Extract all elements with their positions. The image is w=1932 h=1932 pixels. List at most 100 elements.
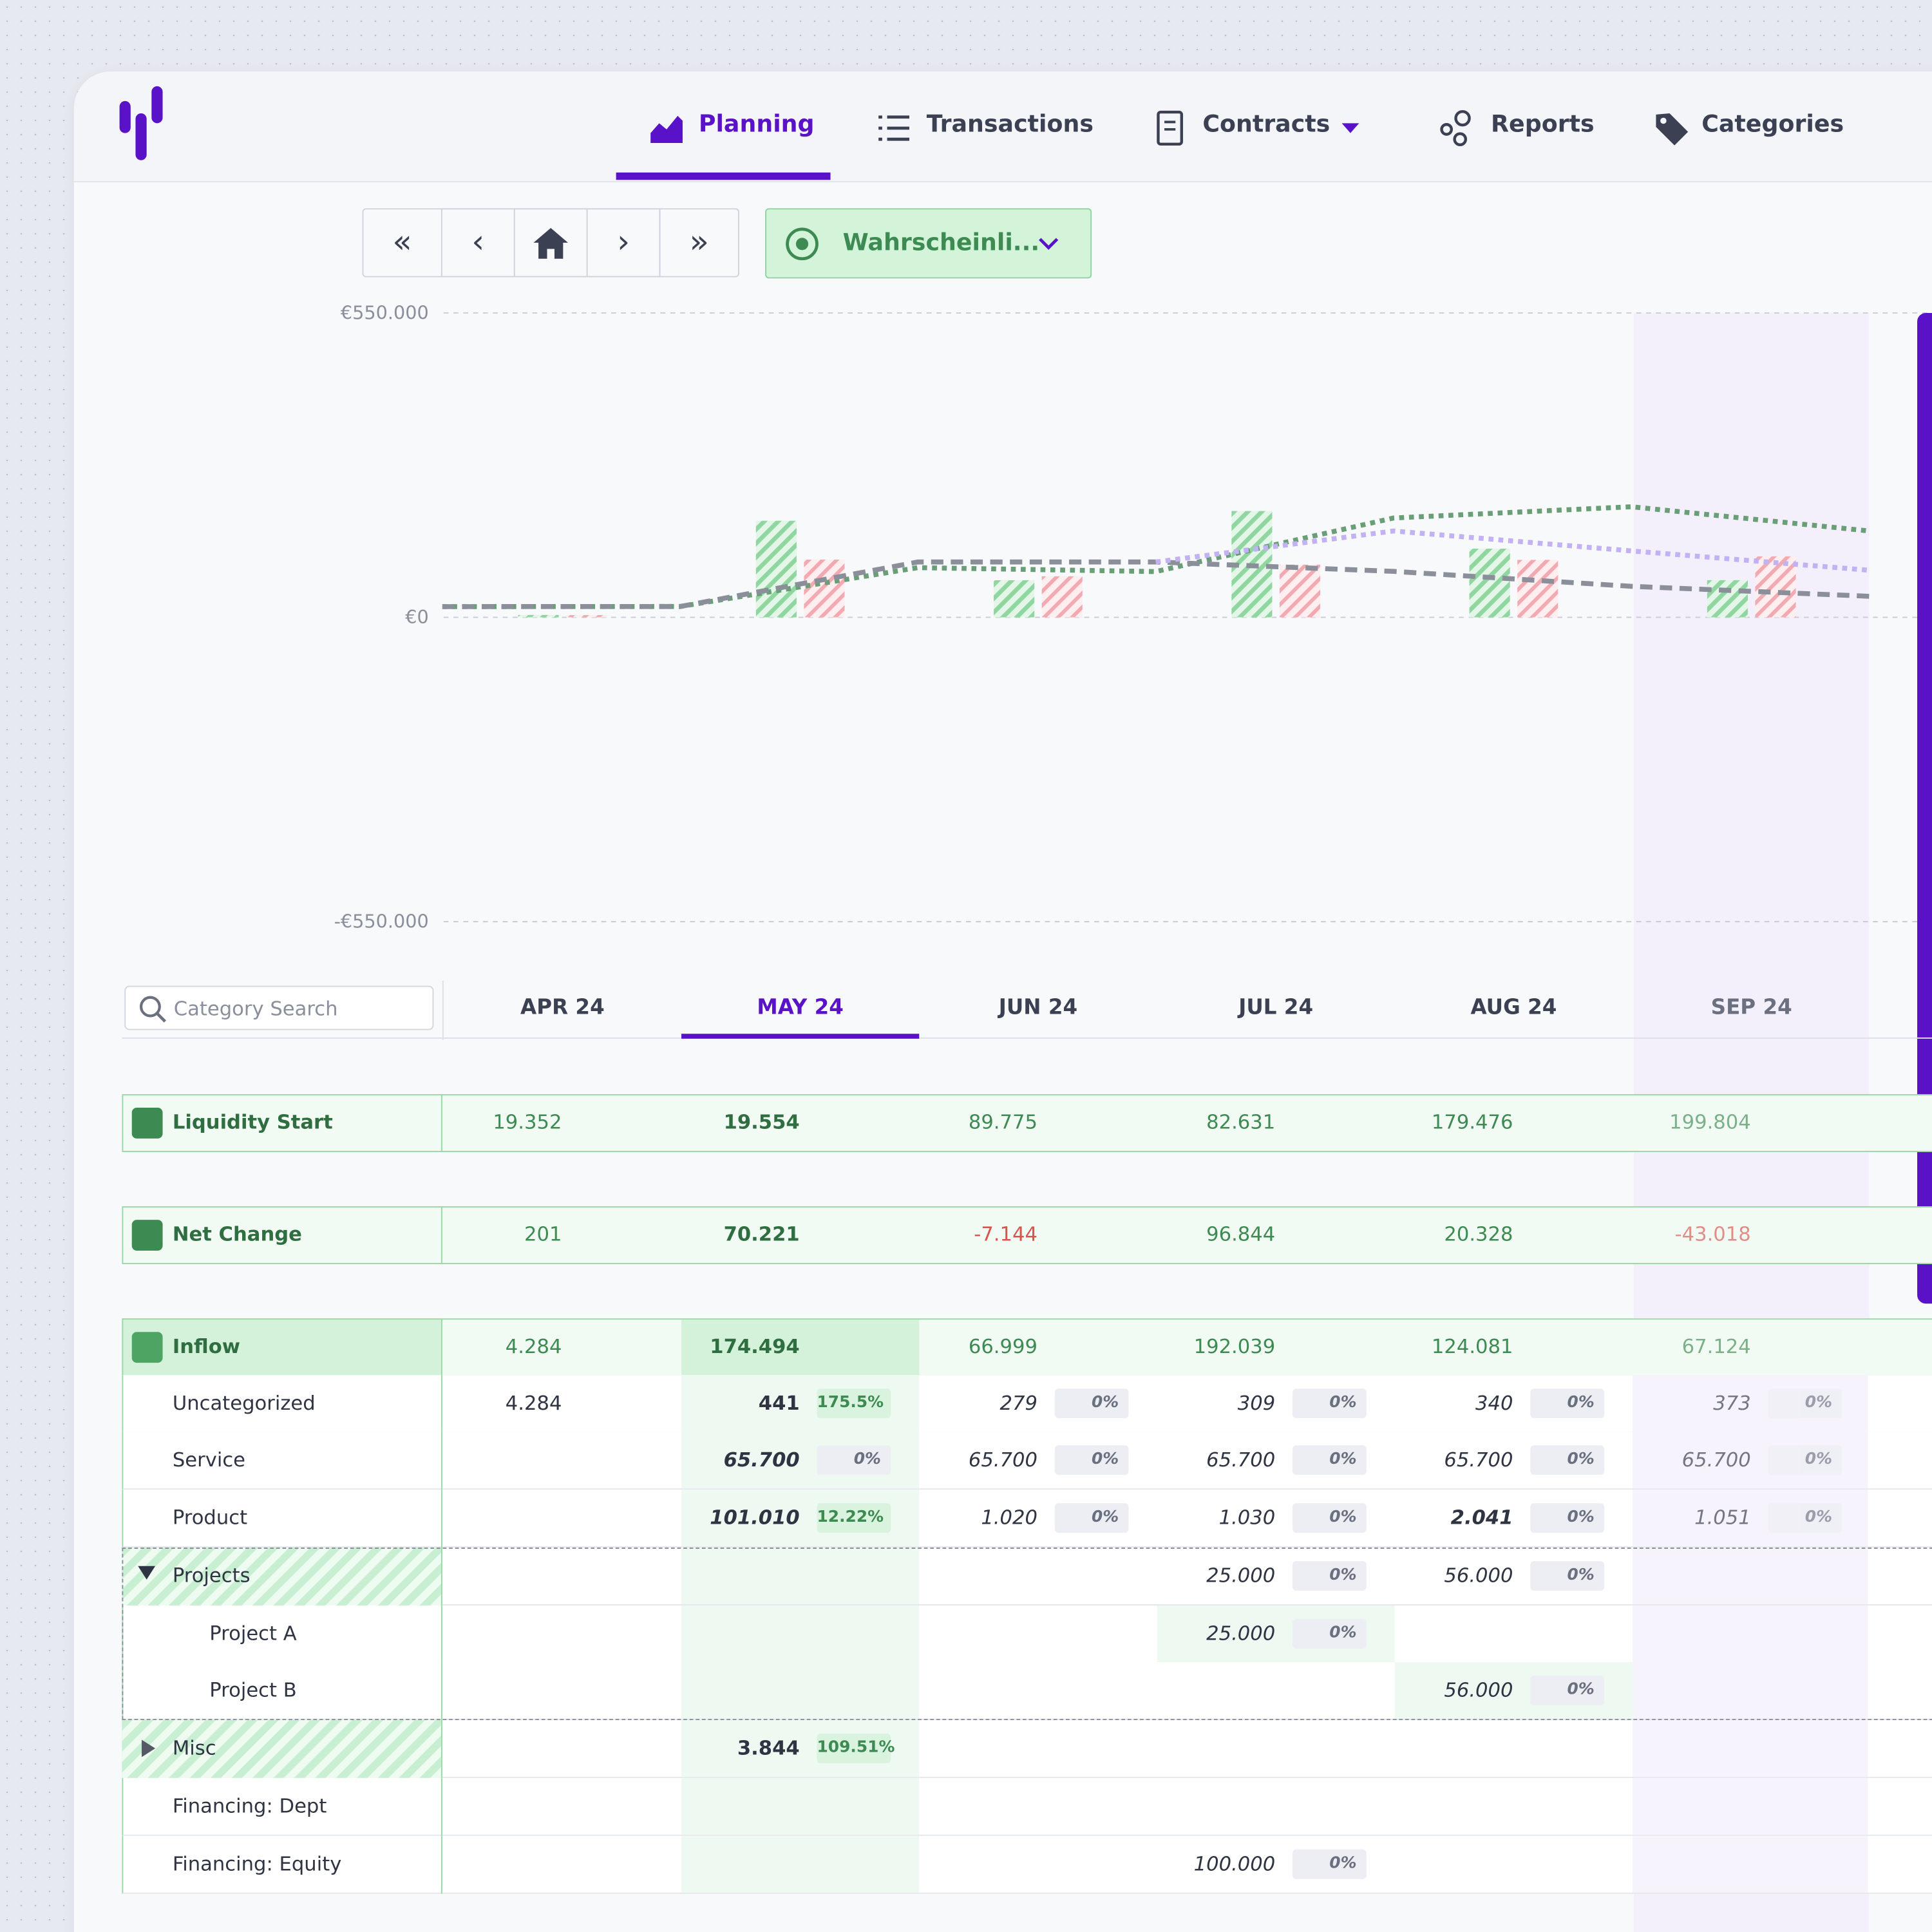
next-button[interactable]: ›	[586, 208, 661, 278]
column-header[interactable]: JUL 24	[1238, 995, 1314, 1021]
percent-badge: 0%	[1530, 1676, 1605, 1705]
row-icon	[131, 1220, 163, 1251]
y-tick-label: €0	[405, 606, 429, 628]
bar	[566, 615, 607, 618]
percent-badge: 0%	[1293, 1561, 1367, 1591]
bar	[804, 559, 845, 618]
row-label-cell	[122, 1662, 442, 1719]
search-placeholder: Category Search	[173, 996, 338, 1021]
scenario-dropdown[interactable]: Wahrscheinli...	[765, 208, 1092, 279]
bar	[518, 614, 559, 618]
percent-badge: 0%	[1768, 1503, 1842, 1533]
row-label: Uncategorized	[172, 1391, 316, 1415]
row-label-cell	[122, 1432, 442, 1490]
cell-value: 82.631	[1206, 1110, 1276, 1134]
expand-toggle[interactable]	[138, 1566, 156, 1580]
bar	[1755, 556, 1796, 618]
percent-badge: 0%	[1054, 1388, 1129, 1419]
percent-badge: 0%	[1054, 1445, 1129, 1475]
column-header[interactable]: MAY 24	[757, 995, 844, 1021]
row-label-cell	[122, 1490, 442, 1548]
row-label-cell	[122, 1318, 442, 1376]
percent-badge: 12.22%	[817, 1503, 891, 1533]
nav-item[interactable]: Categories	[1701, 111, 1844, 138]
column-header[interactable]: APR 24	[520, 995, 605, 1021]
row-label: Inflow	[172, 1334, 241, 1358]
row-label-cell	[122, 1548, 442, 1605]
percent-badge: 175.5%	[817, 1388, 891, 1419]
current-column-shade	[1633, 1719, 1868, 1776]
row-label: Project A	[209, 1621, 297, 1645]
cell-value: 70.221	[723, 1222, 800, 1246]
cell-value: 100.000	[1193, 1852, 1276, 1875]
line-series	[442, 504, 1870, 609]
category-search[interactable]: Category Search	[124, 985, 434, 1030]
cell-value: 4.284	[505, 1391, 562, 1415]
planning-icon	[650, 115, 683, 143]
active-inflow-cell	[681, 1320, 920, 1375]
line-series	[442, 559, 1870, 609]
contracts-caret[interactable]	[1341, 122, 1361, 134]
home-icon	[533, 227, 569, 259]
header-rule	[122, 1037, 1932, 1039]
search-icon	[139, 996, 167, 1023]
percent-badge: 0%	[1293, 1849, 1367, 1879]
active-column-shade	[681, 1548, 920, 1604]
cell-value: 124.081	[1431, 1334, 1513, 1358]
nav-item[interactable]: Reports	[1491, 111, 1595, 138]
active-column-shade	[681, 1777, 920, 1834]
table-row	[122, 1432, 1932, 1490]
column-header[interactable]: AUG 24	[1470, 995, 1557, 1021]
column-underline	[681, 1034, 920, 1039]
nav-item[interactable]: Planning	[698, 111, 815, 138]
cell-value: 67.124	[1681, 1334, 1751, 1358]
cell-value: 1.030	[1218, 1506, 1276, 1530]
nav-item[interactable]: Contracts	[1202, 111, 1331, 138]
cell-value: 25.000	[1206, 1621, 1276, 1645]
row-label: Liquidity Start	[172, 1110, 333, 1134]
table-row	[122, 1490, 1932, 1548]
table-row	[122, 1206, 1932, 1264]
cell-value: 340	[1475, 1391, 1513, 1415]
nav-item[interactable]: Transactions	[926, 111, 1094, 138]
scroll-indicator	[1917, 312, 1932, 1304]
column-header[interactable]: SEP 24	[1710, 995, 1792, 1021]
cell-value: 56.000	[1444, 1678, 1513, 1702]
bar	[1517, 560, 1558, 618]
bar	[1041, 576, 1083, 618]
chart: €550.000 €0 -€550.000	[334, 302, 1932, 933]
cell-value: 96.844	[1206, 1222, 1276, 1246]
cell-value: 66.999	[968, 1334, 1037, 1358]
row-label-cell	[122, 1605, 442, 1663]
cell-value: 89.775	[968, 1110, 1037, 1134]
percent-badge: 0%	[1530, 1503, 1605, 1533]
cell-value: 1.051	[1694, 1506, 1751, 1530]
column-header[interactable]: JUN 24	[998, 995, 1078, 1021]
cell-value: 65.700	[1444, 1448, 1513, 1472]
active-column-shade	[681, 1662, 920, 1719]
projects-group	[122, 1548, 1932, 1720]
cell-value: 19.554	[723, 1110, 800, 1134]
current-column-shade	[1633, 1548, 1868, 1604]
cell-value: 199.804	[1669, 1110, 1751, 1134]
row-icon	[131, 1332, 163, 1363]
row-label-cell	[122, 1206, 442, 1264]
row-label-cell	[122, 1719, 442, 1777]
percent-badge: 0%	[1530, 1561, 1605, 1591]
cell-value: 2.041	[1450, 1506, 1513, 1530]
cell-value: 373	[1713, 1391, 1751, 1415]
scenario-icon	[786, 227, 819, 261]
last-button[interactable]: »	[659, 208, 739, 278]
percent-badge: 0%	[1293, 1445, 1367, 1475]
categories-icon	[1656, 113, 1689, 146]
cell-value: 174.494	[710, 1334, 800, 1358]
cell-value: -43.018	[1674, 1222, 1751, 1246]
row-icon	[131, 1108, 163, 1139]
cell-value: 19.352	[493, 1110, 562, 1134]
expand-toggle[interactable]	[142, 1739, 156, 1757]
cell-value: 3.844	[737, 1736, 800, 1760]
cell-value: 179.476	[1431, 1110, 1513, 1134]
line-series	[1155, 528, 1870, 573]
